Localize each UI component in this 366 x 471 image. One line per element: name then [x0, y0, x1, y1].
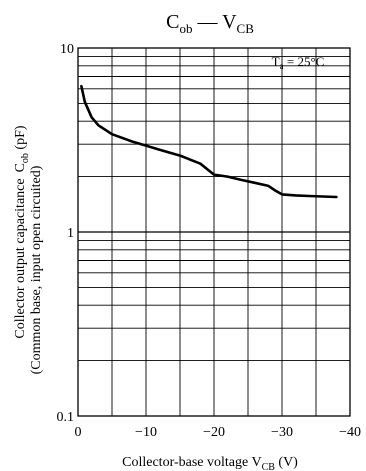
- x-tick-label: −30: [271, 425, 293, 440]
- series-line: [80, 84, 338, 199]
- chart-title: Cob — VCB: [166, 11, 254, 36]
- series-group: [80, 84, 338, 199]
- y-axis-label: Collector output capacitanceCob (pF) (Co…: [13, 125, 44, 374]
- y-tick-labels: 10 1 0.1: [57, 42, 75, 425]
- x-tick-label: −40: [339, 425, 361, 440]
- y-axis-label-line2: (Common base, input open circuited): [29, 165, 44, 374]
- plot-frame: [77, 47, 351, 417]
- x-tick-labels: 0 −10 −20 −30 −40: [75, 425, 361, 440]
- temperature-annotation: Ta = 25°C: [272, 54, 325, 71]
- grid: [78, 48, 350, 416]
- y-tick-label: 10: [60, 42, 74, 57]
- y-tick-label: 1: [67, 226, 74, 241]
- x-tick-label: −10: [135, 425, 157, 440]
- y-axis-label-line1: Collector output capacitance: [13, 178, 28, 338]
- x-tick-label: 0: [75, 425, 82, 440]
- x-axis-label: Collector-base voltage VCB (V): [122, 455, 298, 471]
- y-tick-label: 0.1: [57, 410, 75, 425]
- x-tick-label: −20: [203, 425, 225, 440]
- svg-text:Collector output capacitanceCo: Collector output capacitanceCob (pF): [13, 125, 31, 338]
